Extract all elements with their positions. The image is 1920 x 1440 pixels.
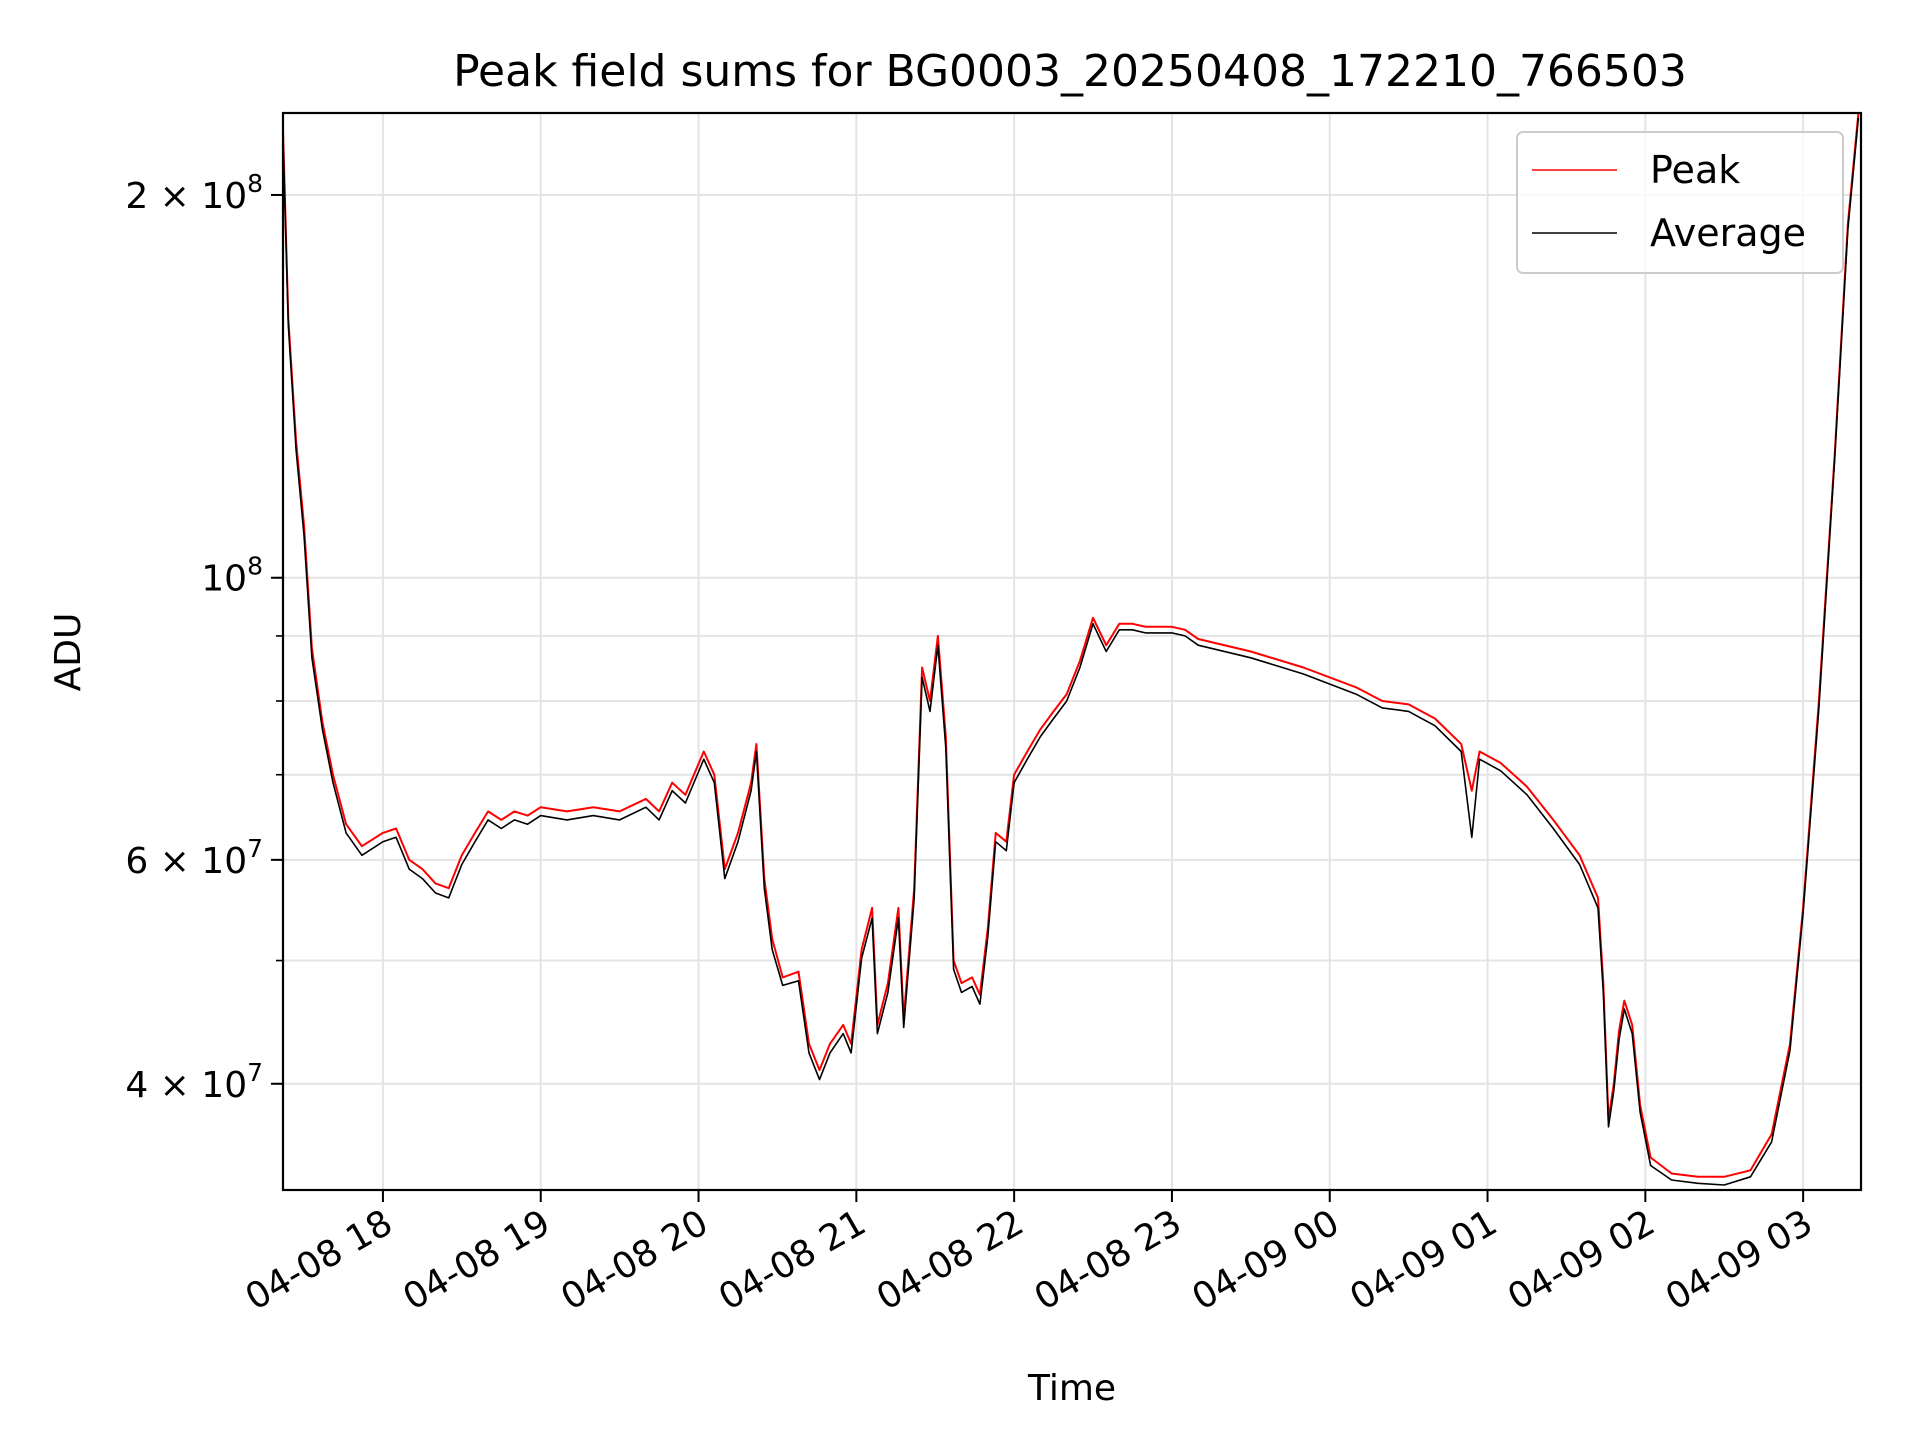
plot-frame [281,111,1863,1192]
series-group [282,112,1860,1186]
legend-box [1516,131,1844,274]
grid [283,113,1861,1190]
legend-label-peak: Peak [1650,148,1740,192]
series-line-average [282,117,1860,1186]
y-axis-label: ADU [48,613,89,692]
y-axis: 4 × 107 6 × 107 108 2 × 108 [125,169,283,1106]
y-tick-label: 2 × 108 [125,169,263,217]
x-axis-label: Time [1027,1368,1116,1409]
y-tick-label: 108 [201,552,263,600]
y-tick-label: 6 × 107 [125,834,263,882]
y-tick-label: 4 × 107 [125,1058,263,1106]
legend-label-average: Average [1650,211,1806,255]
chart-title: Peak field sums for BG0003_20250408_1722… [453,46,1687,97]
legend: Peak Average [1516,131,1844,274]
